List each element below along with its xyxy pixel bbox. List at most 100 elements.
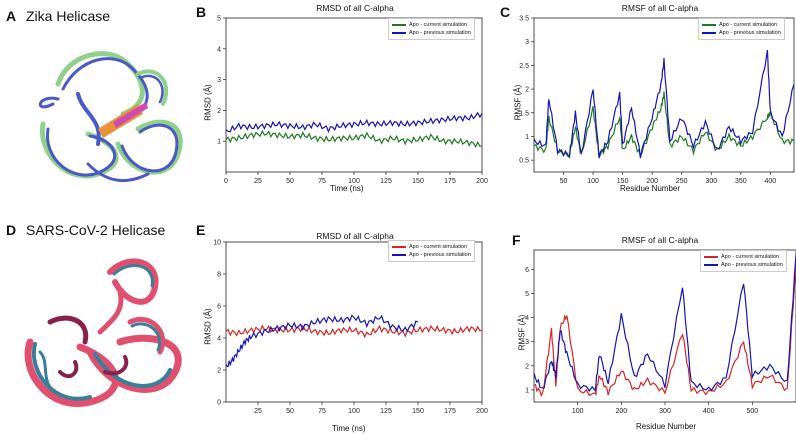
x-tick-label: 200: [615, 408, 627, 415]
x-tick-label: 200: [646, 178, 658, 185]
y-tick-label: 3.5: [519, 16, 529, 23]
x-tick-label: 300: [659, 408, 671, 415]
plot-frame: [533, 17, 795, 173]
chart-e-legend-previous: Apo - previous simulation: [392, 251, 471, 259]
series-line-current: [533, 264, 796, 398]
chart-e-rmsd-sars: 25 50 75 100 125 150 175 200 0 2 4 6 8 10: [213, 240, 488, 416]
chart-c-ylabel: RMSF (Å): [513, 84, 523, 121]
panel-letter-a: A: [6, 8, 17, 24]
x-tick-label: 100: [587, 178, 599, 185]
series-line-previous: [225, 314, 419, 368]
legend-label: Apo - previous simulation: [409, 252, 471, 258]
y-tick-label: 2: [525, 363, 529, 370]
x-tick-label: 175: [444, 408, 456, 415]
panel-letter-f: F: [512, 232, 521, 248]
legend-swatch: [702, 32, 716, 34]
series-line-current: [533, 91, 795, 159]
y-tick-label: 1: [525, 387, 529, 394]
y-tick-label: 5: [525, 291, 529, 298]
x-tick-label: 300: [705, 178, 717, 185]
chart-e-xlabel: Time (ns): [332, 424, 366, 433]
sars-structure-image: [24, 258, 182, 407]
chart-b-ylabel: RMSD (Å): [203, 84, 213, 121]
sars-helicase-title: SARS-CoV-2 Helicase: [26, 222, 166, 238]
chart-b-legend-current: Apo - current simulation: [392, 21, 471, 29]
y-tick-label: 2: [217, 368, 221, 375]
x-tick-label: 200: [476, 178, 488, 185]
panel-letter-c: C: [500, 4, 511, 20]
y-tick-label: 1: [525, 134, 529, 141]
chart-b-legend: Apo - current simulation Apo - previous …: [388, 18, 475, 40]
x-tick-label: 50: [286, 178, 294, 185]
chart-f-legend: Apo - current simulation Apo - previous …: [700, 250, 787, 272]
x-tick-label: 500: [746, 408, 758, 415]
y-tick-label: 2.5: [519, 63, 529, 70]
panel-letter-e: E: [196, 222, 206, 238]
x-tick-label: 50: [560, 178, 568, 185]
legend-label: Apo - previous simulation: [721, 262, 783, 268]
series-line-previous: [533, 254, 796, 392]
legend-swatch: [702, 24, 716, 26]
plot-frame: [225, 241, 483, 403]
legend-label: Apo - current simulation: [721, 254, 780, 260]
y-tick-label: 1: [217, 139, 221, 146]
chart-b-rmsd-zika: 0 25 50 75 100 125 150 175 200 1 2 3 4 5: [217, 16, 488, 186]
y-tick-label: 1.5: [519, 110, 529, 117]
chart-e-legend-current: Apo - current simulation: [392, 243, 471, 251]
legend-label: Apo - previous simulation: [719, 30, 781, 36]
legend-swatch: [392, 32, 406, 34]
chart-c-legend-current: Apo - current simulation: [702, 21, 781, 29]
legend-label: Apo - current simulation: [719, 22, 778, 28]
chart-b-legend-previous: Apo - previous simulation: [392, 29, 471, 37]
chart-f-legend-current: Apo - current simulation: [704, 253, 783, 261]
x-tick-label: 125: [380, 408, 392, 415]
legend-swatch: [392, 246, 406, 248]
y-tick-label: 0.5: [519, 158, 529, 165]
y-tick-label: 2: [525, 87, 529, 94]
legend-label: Apo - current simulation: [409, 244, 468, 250]
legend-swatch: [704, 256, 718, 258]
y-tick-label: 3: [525, 339, 529, 346]
legend-label: Apo - current simulation: [409, 22, 468, 28]
series-line-previous: [225, 111, 483, 134]
x-tick-label: 0: [224, 178, 228, 185]
x-tick-label: 400: [765, 178, 777, 185]
y-tick-label: 0: [217, 400, 221, 407]
y-tick-label: 6: [217, 304, 221, 311]
x-tick-label: 150: [412, 178, 424, 185]
y-tick-label: 6: [525, 267, 529, 274]
plot-frame: [533, 249, 796, 403]
y-tick-label: 8: [217, 272, 221, 279]
x-tick-label: 250: [676, 178, 688, 185]
panel-letter-d: D: [6, 222, 17, 238]
x-tick-label: 100: [348, 408, 360, 415]
x-tick-label: 125: [380, 178, 392, 185]
x-tick-label: 75: [318, 178, 326, 185]
x-tick-label: 175: [444, 178, 456, 185]
y-tick-label: 2: [217, 108, 221, 115]
x-tick-label: 50: [286, 408, 294, 415]
chart-b-xlabel: Time (ns): [330, 184, 364, 193]
chart-f-legend-previous: Apo - previous simulation: [704, 261, 783, 269]
chart-e-title: RMSD of all C-alpha: [316, 231, 394, 241]
chart-f-ylabel: RMSF (Å): [517, 314, 527, 351]
chart-e-ylabel: RMSD (Å): [203, 308, 213, 345]
chart-e-legend: Apo - current simulation Apo - previous …: [388, 240, 475, 262]
x-tick-label: 75: [318, 408, 326, 415]
y-tick-label: 10: [213, 240, 221, 247]
x-tick-label: 100: [572, 408, 584, 415]
legend-swatch: [704, 264, 718, 266]
panel-letter-b: B: [196, 4, 207, 20]
y-tick-label: 4: [217, 336, 221, 343]
y-tick-label: 3: [525, 39, 529, 46]
chart-b-title: RMSD of all C-alpha: [316, 3, 394, 13]
chart-f-title: RMSF of all C-alpha: [621, 235, 699, 245]
chart-c-title: RMSF of all C-alpha: [621, 3, 699, 13]
x-tick-label: 150: [412, 408, 424, 415]
series-line-current: [225, 129, 483, 148]
legend-swatch: [392, 254, 406, 256]
x-tick-label: 25: [254, 408, 262, 415]
chart-c-xlabel: Residue Number: [620, 184, 681, 193]
y-tick-label: 4: [525, 315, 529, 322]
y-tick-label: 4: [217, 46, 221, 53]
